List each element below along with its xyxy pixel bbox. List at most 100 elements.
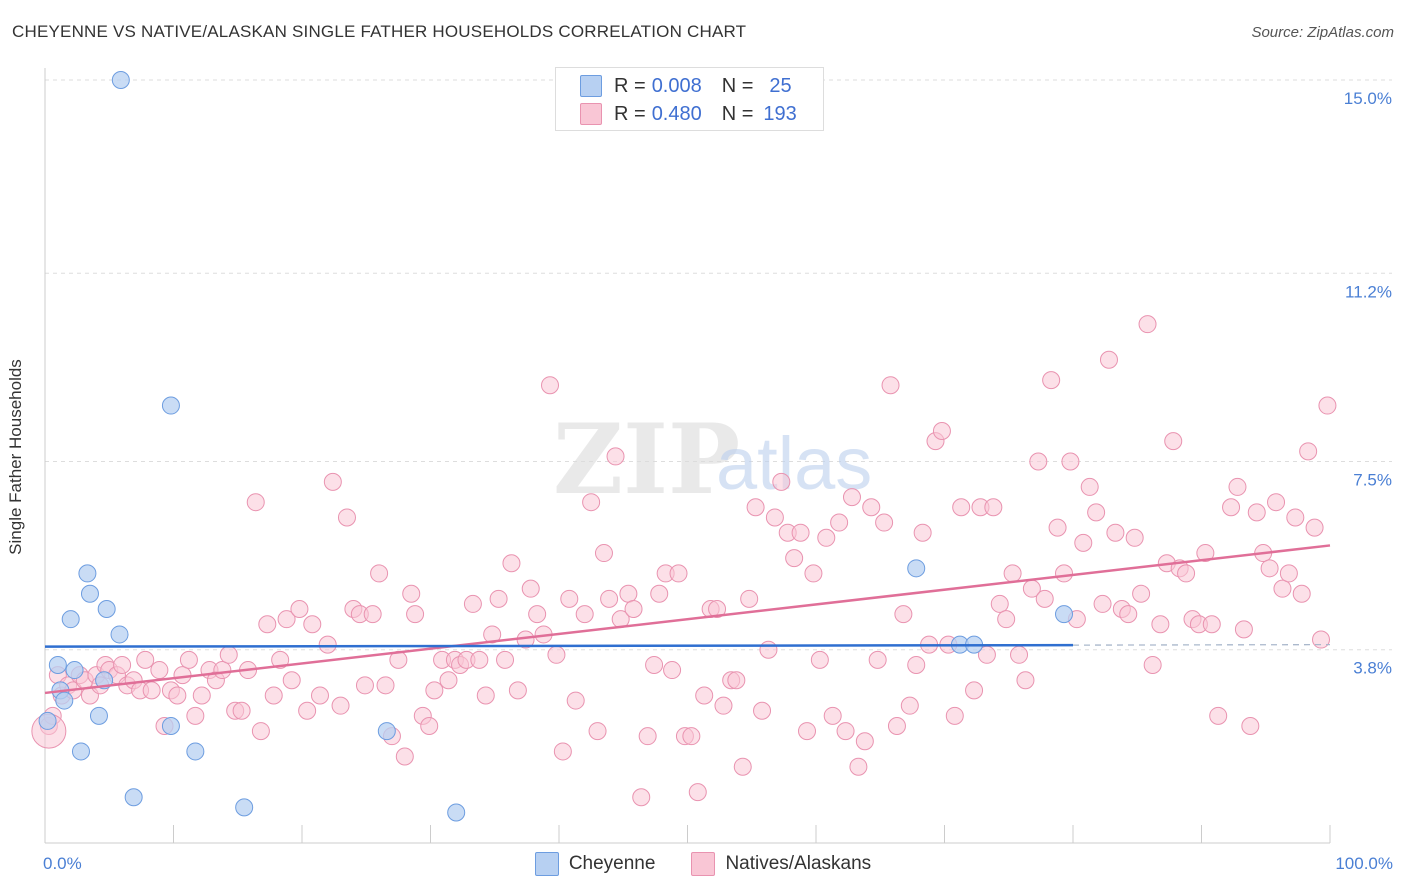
- data-point-natives: [142, 681, 161, 700]
- data-point-natives: [323, 472, 342, 491]
- data-point-natives: [855, 732, 874, 751]
- data-point-natives: [425, 681, 444, 700]
- y-tick-label: 7.5%: [1353, 471, 1392, 490]
- data-point-natives: [363, 605, 382, 624]
- data-point-natives: [355, 676, 374, 695]
- data-point-natives: [1247, 503, 1266, 522]
- data-point-natives: [575, 605, 594, 624]
- series-legend: Cheyenne Natives/Alaskans: [0, 850, 1406, 878]
- data-point-natives: [1016, 671, 1035, 690]
- legend-row-cheyenne: R = 0.008 N = 25: [580, 73, 792, 99]
- data-point-natives: [632, 788, 651, 807]
- data-point-natives: [251, 722, 270, 741]
- y-tick-label: 11.2%: [1345, 282, 1392, 301]
- legend-n-label: N =: [721, 102, 754, 125]
- data-point-natives: [945, 706, 964, 725]
- data-point-cheyenne: [38, 711, 57, 730]
- x-tick-label: 100.0%: [1335, 854, 1393, 873]
- data-point-natives: [508, 681, 527, 700]
- data-point-cheyenne: [907, 559, 926, 578]
- data-point-natives: [264, 686, 283, 705]
- data-point-natives: [900, 696, 919, 715]
- data-point-cheyenne: [80, 584, 99, 603]
- data-point-natives: [219, 645, 238, 664]
- data-point-cheyenne: [124, 788, 143, 807]
- data-point-natives: [624, 600, 643, 619]
- data-point-cheyenne: [71, 742, 90, 761]
- data-point-natives: [645, 655, 664, 674]
- watermark-zip: ZIP: [553, 403, 740, 516]
- chart-title: CHEYENNE VS NATIVE/ALASKAN SINGLE FATHER…: [12, 22, 747, 41]
- data-point-natives: [1106, 523, 1125, 542]
- legend-row-natives: R = 0.480 N = 193: [580, 101, 797, 127]
- data-point-natives: [965, 681, 984, 700]
- legend-swatch-cheyenne: [580, 75, 602, 97]
- data-point-natives: [875, 513, 894, 532]
- data-point-natives: [271, 650, 290, 669]
- data-point-natives: [1080, 477, 1099, 496]
- data-point-natives: [650, 584, 669, 603]
- legend-r-label: R =: [614, 102, 646, 125]
- data-point-natives: [406, 605, 425, 624]
- data-point-natives: [337, 508, 356, 527]
- data-point-natives: [1010, 645, 1029, 664]
- legend-swatch-natives: [580, 103, 602, 125]
- data-point-natives: [150, 661, 169, 680]
- data-point-cheyenne: [377, 722, 396, 741]
- data-point-natives: [463, 594, 482, 613]
- data-point-natives: [868, 650, 887, 669]
- data-point-natives: [420, 717, 439, 736]
- data-point-natives: [1042, 371, 1061, 390]
- data-point-natives: [682, 727, 701, 746]
- data-point-natives: [753, 701, 772, 720]
- legend-r-value: 0.480: [651, 102, 702, 125]
- data-point-natives: [192, 686, 211, 705]
- data-point-natives: [483, 625, 502, 644]
- data-point-natives: [785, 549, 804, 568]
- data-point-natives: [1093, 594, 1112, 613]
- data-point-natives: [733, 757, 752, 776]
- data-point-natives: [318, 635, 337, 654]
- data-point-natives: [600, 589, 619, 608]
- legend-item-natives[interactable]: Natives/Alaskans: [691, 852, 871, 876]
- data-point-natives: [1035, 589, 1054, 608]
- data-point-natives: [588, 722, 607, 741]
- trend-line-natives: [44, 544, 1331, 695]
- data-point-natives: [1138, 315, 1157, 334]
- data-point-natives: [817, 528, 836, 547]
- data-point-natives: [727, 671, 746, 690]
- data-point-natives: [606, 447, 625, 466]
- data-point-natives: [984, 498, 1003, 517]
- legend-item-cheyenne[interactable]: Cheyenne: [534, 852, 655, 876]
- data-point-natives: [791, 523, 810, 542]
- data-point-natives: [331, 696, 350, 715]
- data-point-natives: [594, 544, 613, 563]
- data-point-natives: [290, 600, 309, 619]
- data-point-natives: [246, 493, 265, 512]
- data-point-natives: [1260, 559, 1279, 578]
- legend-r-value: 0.008: [651, 74, 702, 97]
- data-point-natives: [1119, 605, 1138, 624]
- data-point-natives: [798, 722, 817, 741]
- data-point-natives: [913, 523, 932, 542]
- data-point-natives: [1048, 518, 1067, 537]
- data-point-natives: [695, 686, 714, 705]
- data-point-natives: [1312, 630, 1331, 649]
- data-point-cheyenne: [447, 803, 466, 822]
- data-point-cheyenne: [61, 610, 80, 629]
- data-point-natives: [1318, 396, 1337, 415]
- legend-label-natives: Natives/Alaskans: [725, 853, 872, 874]
- legend-r-label: R =: [614, 74, 646, 97]
- source-label: Source: ZipAtlas.com: [1251, 24, 1394, 41]
- data-point-natives: [669, 564, 688, 583]
- legend-swatch-cheyenne: [534, 852, 559, 876]
- data-point-cheyenne: [110, 625, 129, 644]
- data-point-natives: [566, 691, 585, 710]
- data-point-natives: [1279, 564, 1298, 583]
- data-point-cheyenne: [161, 396, 180, 415]
- legend-swatch-natives: [691, 852, 716, 876]
- data-point-natives: [907, 655, 926, 674]
- data-point-cheyenne: [1055, 605, 1074, 624]
- data-point-natives: [168, 686, 187, 705]
